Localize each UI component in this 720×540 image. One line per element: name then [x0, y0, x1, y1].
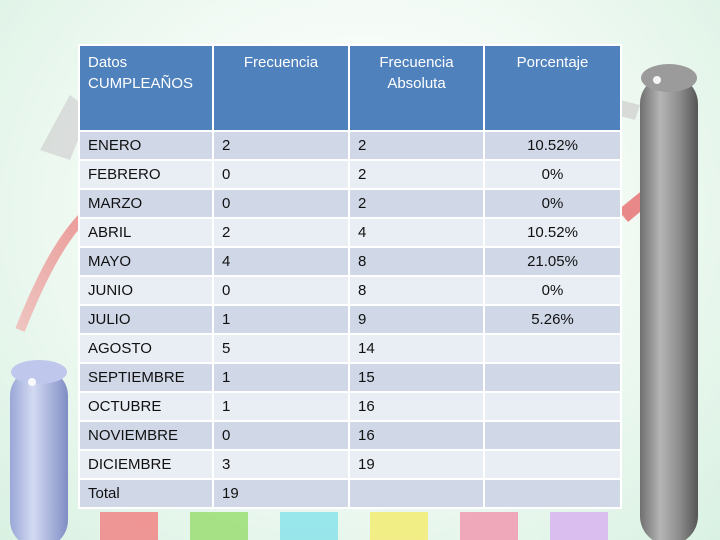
table-row: MARZO 0 2 0% — [78, 188, 622, 219]
cell-frequency: 1 — [212, 391, 350, 422]
cell-absolute-frequency: 8 — [348, 275, 485, 306]
bottom-bar-red — [100, 512, 158, 540]
table-row: NOVIEMBRE 0 16 — [78, 420, 622, 451]
cell-percentage: 10.52% — [483, 217, 622, 248]
cell-percentage — [483, 333, 622, 364]
table-row: MAYO 4 8 21.05% — [78, 246, 622, 277]
cell-percentage — [483, 420, 622, 451]
header-line: Frecuencia — [379, 54, 454, 71]
table-row: JULIO 1 9 5.26% — [78, 304, 622, 335]
header-line: CUMPLEAÑOS — [88, 75, 194, 92]
gray-arrow-shape — [40, 95, 90, 160]
cell-absolute-frequency: 4 — [348, 217, 485, 248]
cell-absolute-frequency: 2 — [348, 159, 485, 190]
gray-cylinder — [640, 75, 698, 540]
header-frecuencia-absoluta: Frecuencia Absoluta — [348, 44, 485, 132]
cell-frequency: 3 — [212, 449, 350, 480]
gray-cylinder-top — [641, 64, 697, 92]
gray-cylinder-highlight — [653, 76, 661, 84]
bottom-bar-green — [190, 512, 248, 540]
header-line: Absoluta — [387, 75, 446, 92]
header-datos-cumpleanos: Datos CUMPLEAÑOS — [78, 44, 214, 132]
cell-frequency: 0 — [212, 275, 350, 306]
bottom-bar-cyan — [280, 512, 338, 540]
cell-frequency: 0 — [212, 420, 350, 451]
table-row-total: Total 19 — [78, 478, 622, 509]
header-line: Frecuencia — [243, 54, 319, 71]
cell-month: NOVIEMBRE — [78, 420, 214, 451]
lavender-cylinder-highlight — [28, 378, 36, 386]
cell-total-label: Total — [78, 478, 214, 509]
cell-percentage — [483, 362, 622, 393]
cell-absolute-frequency: 2 — [348, 188, 485, 219]
header-porcentaje: Porcentaje — [483, 44, 622, 132]
cell-month: MAYO — [78, 246, 214, 277]
bottom-bar-pink — [460, 512, 518, 540]
cell-percentage: 0% — [483, 275, 622, 306]
table-row: AGOSTO 5 14 — [78, 333, 622, 364]
cell-absolute-frequency: 8 — [348, 246, 485, 277]
cell-frequency: 2 — [212, 217, 350, 248]
lavender-cylinder — [10, 368, 68, 540]
cell-month: MARZO — [78, 188, 214, 219]
table-row: SEPTIEMBRE 1 15 — [78, 362, 622, 393]
cell-month: JUNIO — [78, 275, 214, 306]
cell-frequency: 2 — [212, 130, 350, 161]
table-row: FEBRERO 0 2 0% — [78, 159, 622, 190]
table-row: JUNIO 0 8 0% — [78, 275, 622, 306]
cell-percentage — [483, 391, 622, 422]
table-row: ENERO 2 2 10.52% — [78, 130, 622, 161]
cell-absolute-frequency: 16 — [348, 420, 485, 451]
cell-percentage: 10.52% — [483, 130, 622, 161]
cell-frequency: 1 — [212, 304, 350, 335]
cell-absolute-frequency — [348, 478, 485, 509]
table-row: OCTUBRE 1 16 — [78, 391, 622, 422]
cell-percentage: 5.26% — [483, 304, 622, 335]
cell-month: FEBRERO — [78, 159, 214, 190]
birthday-frequency-table: Datos CUMPLEAÑOS Frecuencia Frecuencia A… — [78, 44, 622, 509]
cell-month: JULIO — [78, 304, 214, 335]
bottom-bar-yellow — [370, 512, 428, 540]
cell-frequency: 0 — [212, 188, 350, 219]
cell-absolute-frequency: 9 — [348, 304, 485, 335]
cell-percentage — [483, 449, 622, 480]
header-line: Porcentaje — [516, 54, 589, 71]
cell-month: DICIEMBRE — [78, 449, 214, 480]
cell-frequency: 1 — [212, 362, 350, 393]
lavender-cylinder-top — [11, 360, 67, 384]
cell-total-frequency: 19 — [212, 478, 350, 509]
table-header-row: Datos CUMPLEAÑOS Frecuencia Frecuencia A… — [78, 44, 622, 132]
cell-absolute-frequency: 19 — [348, 449, 485, 480]
cell-month: ABRIL — [78, 217, 214, 248]
cell-percentage: 21.05% — [483, 246, 622, 277]
cell-frequency: 5 — [212, 333, 350, 364]
table-row: ABRIL 2 4 10.52% — [78, 217, 622, 248]
cell-month: SEPTIEMBRE — [78, 362, 214, 393]
cell-month: ENERO — [78, 130, 214, 161]
cell-absolute-frequency: 15 — [348, 362, 485, 393]
table-row: DICIEMBRE 3 19 — [78, 449, 622, 480]
cell-percentage — [483, 478, 622, 509]
header-frecuencia: Frecuencia — [212, 44, 350, 132]
cell-absolute-frequency: 14 — [348, 333, 485, 364]
cell-frequency: 0 — [212, 159, 350, 190]
header-line: Datos — [88, 54, 128, 71]
cell-percentage: 0% — [483, 159, 622, 190]
cell-frequency: 4 — [212, 246, 350, 277]
cell-absolute-frequency: 2 — [348, 130, 485, 161]
trend-arrow-left-part — [15, 211, 89, 332]
cell-month: AGOSTO — [78, 333, 214, 364]
cell-absolute-frequency: 16 — [348, 391, 485, 422]
cell-percentage: 0% — [483, 188, 622, 219]
bottom-bar-violet — [550, 512, 608, 540]
cell-month: OCTUBRE — [78, 391, 214, 422]
